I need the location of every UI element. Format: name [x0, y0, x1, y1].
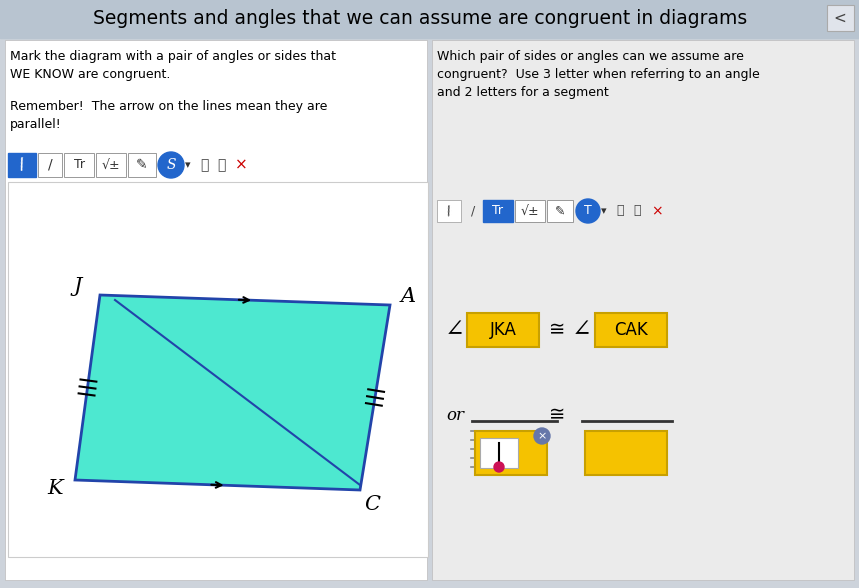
Bar: [96, 153, 126, 177]
Text: Segments and angles that we can assume are congruent in diagrams: Segments and angles that we can assume a…: [93, 9, 747, 28]
Text: Tr: Tr: [492, 205, 503, 218]
Text: Tr: Tr: [74, 159, 84, 172]
Circle shape: [158, 152, 184, 178]
Text: √±: √±: [101, 159, 120, 172]
Text: CAK: CAK: [614, 321, 648, 339]
Bar: [547, 200, 573, 222]
Text: ×: ×: [235, 158, 247, 172]
Bar: [5, 40, 427, 580]
Text: ×: ×: [538, 431, 546, 441]
Text: ⌢: ⌢: [633, 205, 641, 218]
Bar: [437, 200, 461, 222]
Bar: [128, 153, 156, 177]
Bar: [483, 200, 513, 222]
Text: C: C: [364, 496, 380, 514]
Circle shape: [494, 462, 504, 472]
Bar: [0, 0, 859, 38]
Text: /: /: [471, 205, 475, 218]
Text: or: or: [446, 406, 464, 423]
Text: ∠: ∠: [572, 319, 592, 342]
Bar: [585, 431, 667, 475]
Text: JKA: JKA: [490, 321, 516, 339]
Text: ⌣: ⌣: [200, 158, 208, 172]
Bar: [8, 182, 428, 557]
Text: ✎: ✎: [137, 158, 148, 172]
Text: S: S: [167, 158, 176, 172]
Text: T: T: [584, 205, 592, 218]
Text: ⌣: ⌣: [616, 205, 624, 218]
Bar: [8, 153, 36, 177]
Text: J: J: [74, 278, 82, 296]
Text: ∠: ∠: [445, 319, 465, 342]
Bar: [480, 438, 518, 468]
Text: Mark the diagram with a pair of angles or sides that
WE KNOW are congruent.: Mark the diagram with a pair of angles o…: [10, 50, 336, 81]
Text: ⌢: ⌢: [216, 158, 225, 172]
Circle shape: [576, 199, 600, 223]
Bar: [467, 313, 539, 347]
Text: /: /: [48, 158, 52, 172]
Text: ▾: ▾: [601, 206, 606, 216]
Text: /: /: [17, 157, 27, 173]
Circle shape: [534, 428, 550, 444]
Text: K: K: [47, 479, 63, 497]
Bar: [515, 200, 545, 222]
Text: Remember!  The arrow on the lines mean they are
parallel!: Remember! The arrow on the lines mean th…: [10, 100, 327, 131]
Bar: [432, 40, 854, 580]
Text: ×: ×: [651, 204, 663, 218]
Bar: [595, 313, 667, 347]
Text: /: /: [445, 204, 453, 218]
Text: ▾: ▾: [186, 160, 191, 170]
Text: <: <: [833, 11, 846, 25]
Text: ≅: ≅: [549, 320, 565, 339]
Text: Which pair of sides or angles can we assume are
congruent?  Use 3 letter when re: Which pair of sides or angles can we ass…: [437, 50, 759, 99]
Text: A: A: [400, 288, 416, 306]
Bar: [64, 153, 94, 177]
Text: √±: √±: [521, 205, 539, 218]
Polygon shape: [75, 295, 390, 490]
Bar: [827, 5, 854, 31]
Bar: [38, 153, 62, 177]
Text: ≅: ≅: [549, 406, 565, 425]
Bar: [475, 431, 547, 475]
Text: ✎: ✎: [555, 205, 565, 218]
